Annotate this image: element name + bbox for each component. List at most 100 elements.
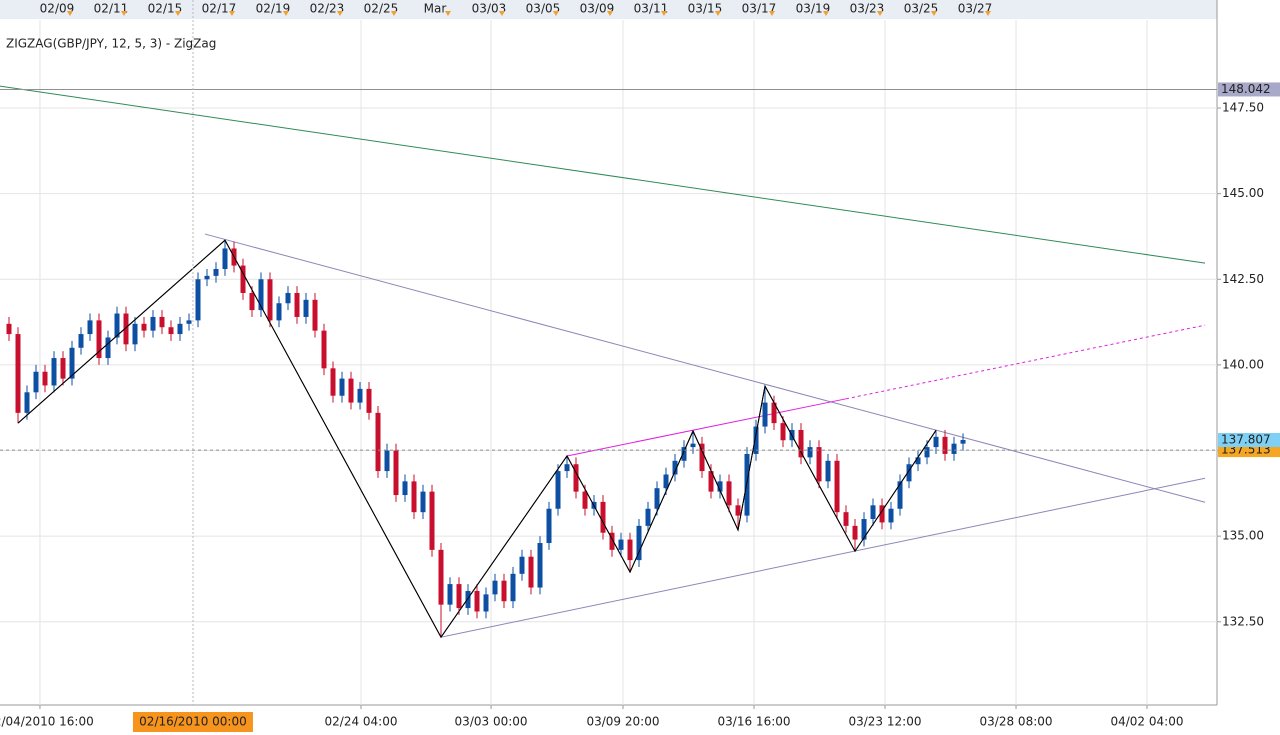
candle-body [456, 584, 462, 609]
event-marker [930, 11, 937, 16]
price-label-box [1218, 82, 1280, 97]
x-tick-label: 03/16 16:00 [718, 715, 791, 729]
candle-body [825, 460, 831, 482]
candle-body [960, 440, 966, 444]
top-date-label: 03/23 [850, 2, 885, 16]
candle-body [69, 347, 75, 379]
top-date-label: 03/25 [904, 2, 939, 16]
candle-body [906, 464, 912, 482]
candle-body [303, 299, 309, 317]
candle-body [87, 320, 93, 335]
event-marker [66, 11, 73, 16]
event-marker [606, 11, 613, 16]
event-marker [120, 11, 127, 16]
event-marker [336, 11, 343, 16]
price-axis [1217, 0, 1280, 735]
candle-body [15, 334, 21, 413]
candle-body [51, 358, 57, 386]
candle-body [654, 488, 660, 509]
candle-body [753, 426, 759, 454]
candle-body [699, 443, 705, 472]
x-tick-label: 02/04/2010 16:00 [0, 715, 94, 729]
top-date-label: 03/27 [958, 2, 993, 16]
candle-body [528, 556, 534, 588]
candle-body [942, 436, 948, 454]
candle-body [204, 275, 210, 280]
candle-body [564, 464, 570, 472]
y-tick-label: 145.00 [1222, 186, 1264, 200]
candle-body [735, 505, 741, 516]
candle-body [663, 474, 669, 489]
candle-body [294, 292, 300, 317]
candle-body [483, 594, 489, 612]
zigzag-line [17, 239, 937, 639]
trend-line [204, 233, 1206, 503]
candle-body [474, 590, 480, 612]
candle-body [744, 453, 750, 516]
top-date-label: 02/25 [364, 2, 399, 16]
candle-body [501, 580, 507, 602]
x-tick-label: 03/09 20:00 [586, 715, 659, 729]
x-tick-label: 03/03 00:00 [455, 715, 528, 729]
candle-body [384, 450, 390, 472]
candle-body [924, 447, 930, 458]
candle-body [879, 505, 885, 523]
candle-body [429, 491, 435, 550]
top-date-label: 03/11 [634, 2, 669, 16]
candle-body [573, 464, 579, 492]
candle-body [420, 491, 426, 513]
trend-line [0, 85, 1206, 264]
indicator-legend: ZIGZAG(GBP/JPY, 12, 5, 3) - ZigZag [6, 37, 216, 51]
top-date-label: 02/09 [40, 2, 75, 16]
candle-body [402, 481, 408, 496]
trend-line [845, 324, 1206, 400]
event-marker [822, 11, 829, 16]
top-date-label: 02/11 [94, 2, 129, 16]
candle-body [708, 471, 714, 492]
candle-body [375, 412, 381, 472]
crosshair-label-box [132, 712, 253, 732]
top-date-label: 03/05 [526, 2, 561, 16]
event-marker [498, 11, 505, 16]
candle-body [267, 279, 273, 321]
candle-body [546, 508, 552, 543]
candle-body [816, 447, 822, 482]
candle-body [933, 436, 939, 448]
candle-body [465, 590, 471, 609]
candle-body [42, 371, 48, 386]
event-marker [552, 11, 559, 16]
candle-body [321, 330, 327, 369]
trend-line [440, 477, 1206, 638]
candle-body [771, 402, 777, 424]
candle-body [627, 539, 633, 561]
candle-body [834, 460, 840, 513]
candle-body [411, 481, 417, 513]
x-tick-label: 04/02 04:00 [1110, 715, 1183, 729]
candle-body [645, 508, 651, 526]
top-date-label: 03/19 [796, 2, 831, 16]
candle-body [555, 471, 561, 509]
candle-body [681, 447, 687, 461]
candle-body [114, 313, 120, 338]
candle-body [492, 580, 498, 595]
candle-body [519, 556, 525, 574]
candle-body [798, 429, 804, 458]
candle-body [636, 525, 642, 561]
crosshair-label: 02/16/2010 00:00 [139, 715, 247, 729]
candle-body [807, 447, 813, 458]
top-date-label: 02/23 [310, 2, 345, 16]
candle-body [285, 292, 291, 304]
candle-body [600, 501, 606, 533]
candle-body [780, 423, 786, 441]
candle-body [357, 388, 363, 403]
event-marker [390, 11, 397, 16]
candle-body [240, 265, 246, 293]
candle-body [609, 532, 615, 550]
y-tick-label: 142.50 [1222, 272, 1264, 286]
candle-body [60, 358, 66, 379]
y-tick-label: 147.50 [1222, 101, 1264, 115]
trend-line [566, 398, 847, 457]
event-marker [444, 11, 451, 16]
